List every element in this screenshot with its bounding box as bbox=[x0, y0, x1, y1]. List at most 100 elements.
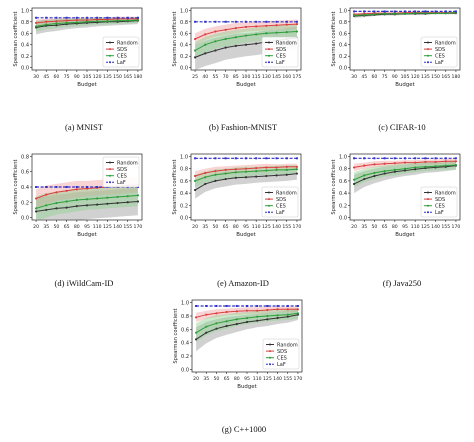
panel-caption: (b) Fashion-MNIST bbox=[209, 122, 278, 132]
x-tick-label: 35 bbox=[43, 224, 49, 230]
y-tick-label: 0.2 bbox=[180, 54, 188, 60]
data-point-random bbox=[255, 42, 258, 45]
legend-marker bbox=[427, 211, 429, 214]
data-point-sds bbox=[55, 191, 58, 194]
legend-marker bbox=[427, 61, 429, 64]
data-point-ces bbox=[55, 201, 58, 205]
data-point-laf bbox=[404, 157, 406, 160]
data-point-laf bbox=[235, 305, 238, 307]
legend-label: LaF bbox=[277, 362, 286, 368]
x-tick-label: 155 bbox=[282, 224, 291, 230]
x-tick-label: 95 bbox=[244, 376, 250, 382]
y-tick-label: 0.2 bbox=[339, 54, 347, 60]
legend-marker bbox=[109, 161, 111, 164]
y-tick-label: 0.0 bbox=[339, 216, 347, 222]
legend-label: LaF bbox=[117, 180, 126, 186]
data-point-random bbox=[373, 174, 376, 178]
legend-label: LaF bbox=[435, 210, 444, 216]
data-point-random bbox=[265, 174, 268, 178]
data-point-ces bbox=[96, 197, 99, 200]
panel-caption: (g) C++1000 bbox=[222, 424, 266, 434]
data-point-random bbox=[214, 49, 217, 52]
data-point-sds bbox=[75, 188, 78, 191]
data-point-ces bbox=[295, 168, 299, 171]
legend-label: SDS bbox=[276, 197, 286, 203]
x-tick-label: 40 bbox=[202, 74, 208, 80]
data-point-random bbox=[256, 319, 259, 322]
data-point-laf bbox=[285, 20, 288, 23]
data-point-ces bbox=[204, 43, 207, 46]
data-point-ces bbox=[205, 325, 208, 328]
data-point-ces bbox=[215, 322, 218, 325]
x-tick-label: 50 bbox=[372, 224, 378, 230]
x-tick-label: 100 bbox=[242, 74, 251, 80]
x-tick-label: 35 bbox=[361, 224, 367, 230]
data-point-ces bbox=[194, 331, 198, 334]
y-tick-label: 0.2 bbox=[180, 203, 188, 209]
data-point-sds bbox=[234, 26, 237, 30]
data-point-laf bbox=[383, 157, 386, 160]
x-tick-label: 105 bbox=[83, 74, 92, 80]
data-point-random bbox=[245, 320, 249, 324]
y-tick-label: 1.0 bbox=[181, 301, 189, 307]
data-point-laf bbox=[214, 157, 217, 160]
chart-panel: 0.0 0.2 0.4 0.6 0.8 1.0 30 45 60 75 90 105 120 135 150… bbox=[13, 7, 142, 132]
x-tick-label: 140 bbox=[113, 224, 122, 230]
data-point-ces bbox=[75, 198, 78, 202]
y-tick-label: 0.6 bbox=[21, 170, 29, 176]
y-axis-label: Spearman coefficient bbox=[13, 11, 19, 66]
y-tick-label: 0.6 bbox=[181, 327, 189, 333]
data-point-sds bbox=[393, 162, 396, 165]
x-tick-label: 20 bbox=[33, 224, 39, 230]
x-tick-label: 70 bbox=[223, 74, 229, 80]
data-point-ces bbox=[403, 12, 407, 15]
legend-box bbox=[420, 36, 458, 68]
data-point-sds bbox=[352, 166, 356, 169]
y-axis-label: Spearman coefficient bbox=[172, 11, 178, 66]
x-tick-label: 160 bbox=[282, 74, 291, 80]
data-point-laf bbox=[275, 20, 278, 23]
data-point-random bbox=[403, 169, 407, 172]
legend-marker bbox=[427, 48, 429, 51]
x-tick-label: 20 bbox=[193, 376, 199, 382]
x-tick-label: 140 bbox=[431, 224, 440, 230]
panel-caption: (a) MNIST bbox=[65, 122, 104, 132]
x-tick-label: 125 bbox=[263, 376, 272, 382]
data-point-laf bbox=[126, 16, 129, 19]
legend-label: CES bbox=[435, 204, 445, 210]
data-point-laf bbox=[424, 157, 427, 160]
legend-marker bbox=[268, 211, 270, 214]
data-point-laf bbox=[275, 157, 278, 160]
data-point-laf bbox=[363, 10, 366, 13]
data-point-sds bbox=[255, 25, 258, 28]
data-point-laf bbox=[296, 305, 299, 307]
x-tick-label: 95 bbox=[243, 224, 249, 230]
data-point-sds bbox=[285, 165, 288, 168]
data-point-ces bbox=[434, 12, 437, 15]
data-point-random bbox=[224, 46, 227, 49]
data-point-sds bbox=[285, 23, 288, 26]
band-random bbox=[36, 187, 138, 220]
legend-marker bbox=[269, 343, 271, 346]
data-point-laf bbox=[295, 20, 298, 23]
data-point-random bbox=[234, 44, 237, 47]
data-point-laf bbox=[204, 20, 207, 23]
x-tick-label: 80 bbox=[233, 224, 239, 230]
data-point-random bbox=[65, 206, 68, 209]
data-point-sds bbox=[214, 170, 217, 173]
x-axis-label: Budget bbox=[395, 82, 414, 88]
legend-label: Random bbox=[277, 342, 298, 348]
data-point-sds bbox=[444, 160, 447, 163]
legend-marker bbox=[109, 174, 111, 177]
data-point-sds bbox=[224, 28, 227, 31]
data-point-ces bbox=[363, 13, 366, 16]
data-point-laf bbox=[373, 157, 376, 160]
data-point-sds bbox=[65, 189, 68, 192]
data-point-random bbox=[106, 202, 109, 205]
x-tick-label: 95 bbox=[402, 224, 408, 230]
y-tick-label: 0.2 bbox=[339, 203, 347, 209]
y-tick-label: 0.0 bbox=[181, 367, 189, 373]
x-axis-label: Budget bbox=[77, 82, 96, 88]
